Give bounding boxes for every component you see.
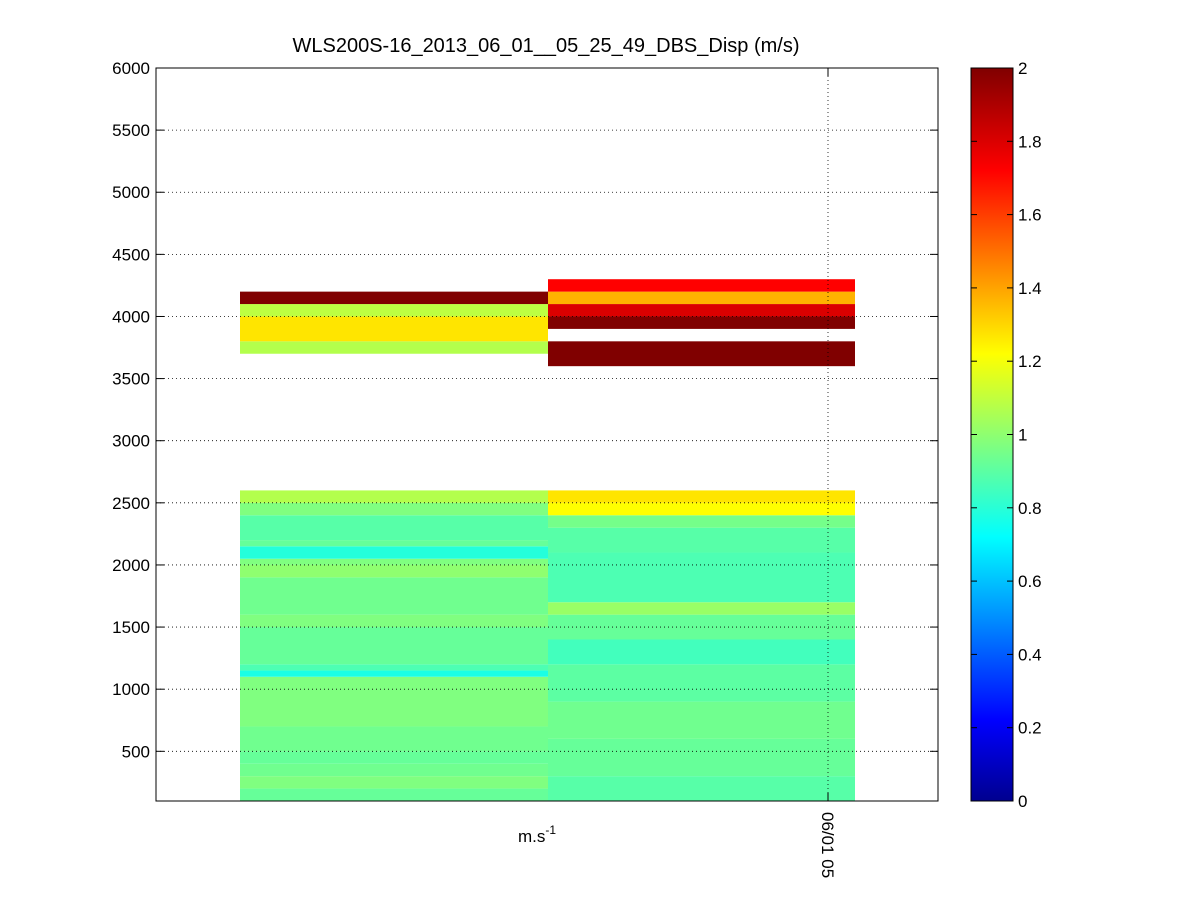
heatmap-cell — [240, 564, 548, 578]
y-tick-label: 2500 — [112, 494, 150, 513]
heatmap-cell — [240, 540, 548, 547]
heatmap-cell — [548, 639, 855, 665]
heatmap-cell — [548, 304, 855, 317]
heatmap-cell — [240, 546, 548, 559]
y-tick-label: 5500 — [112, 121, 150, 140]
heatmap-cell — [548, 701, 855, 739]
heatmap-cell — [240, 763, 548, 777]
x-axis-label-exponent: -1 — [545, 823, 556, 837]
y-tick-label: 500 — [122, 742, 150, 761]
y-tick-label: 6000 — [112, 59, 150, 78]
y-tick-label: 4000 — [112, 307, 150, 326]
colorbar-tick-label: 0.2 — [1018, 719, 1042, 738]
colorbar-tick-label: 0.6 — [1018, 572, 1042, 591]
heatmap-cell — [548, 515, 855, 528]
heatmap-cell — [240, 502, 548, 516]
colorbar-tick-label: 1.6 — [1018, 206, 1042, 225]
heatmap-cell — [548, 664, 855, 702]
y-tick-label: 3500 — [112, 370, 150, 389]
heatmap-cell — [548, 502, 855, 516]
x-axis: 06/01 05 m.s-1 — [518, 68, 837, 878]
heatmap-cell — [240, 670, 548, 677]
heatmap-cell — [548, 279, 855, 292]
heatmap-cell — [240, 676, 548, 727]
heatmap-cell — [240, 726, 548, 752]
plot-area: 500 1000 1500 2000 2500 3000 3500 4000 4500 5000 5… — [112, 59, 939, 878]
heatmap-cell — [548, 602, 855, 615]
y-tick-label: 1000 — [112, 680, 150, 699]
heatmap-cell — [240, 515, 548, 541]
colorbar-tick-label: 1.8 — [1018, 132, 1042, 151]
heatmap-cell — [240, 788, 548, 801]
heatmap-cell — [548, 776, 855, 801]
heatmap-cell — [240, 627, 548, 665]
colorbar-tick-label: 0.4 — [1018, 645, 1042, 664]
chart-title: WLS200S-16_2013_06_01__05_25_49_DBS_Disp… — [292, 35, 799, 57]
heatmap-cell — [240, 614, 548, 628]
y-tick-label: 3000 — [112, 432, 150, 451]
colorbar-tick-label: 1.2 — [1018, 352, 1042, 371]
heatmap-cell — [240, 291, 548, 305]
colorbar-tick-label: 2 — [1018, 59, 1027, 78]
heatmap-cell — [240, 577, 548, 615]
colorbar-tick-label: 1 — [1018, 426, 1027, 445]
colorbar-gradient — [970, 67, 1014, 802]
y-tick-label: 1500 — [112, 618, 150, 637]
x-tick-label: 06/01 05 — [818, 812, 837, 878]
colorbar-tick-label: 0 — [1018, 792, 1027, 811]
heatmap-cell — [240, 490, 548, 503]
heatmap-cell — [548, 316, 855, 329]
x-axis-label-base: m.s — [518, 827, 545, 846]
colorbar-ticks: 0 0.2 0.4 0.6 0.8 1 1.2 1.4 1.6 1.8 2 — [971, 59, 1042, 811]
heatmap-cell — [240, 341, 548, 354]
y-tick-label: 5000 — [112, 183, 150, 202]
heatmap-cell — [240, 664, 548, 671]
colorbar-tick-label: 0.8 — [1018, 499, 1042, 518]
colorbar-tick-label: 1.4 — [1018, 279, 1042, 298]
y-tick-label: 4500 — [112, 245, 150, 264]
colorbar: 0 0.2 0.4 0.6 0.8 1 1.2 1.4 1.6 1.8 2 — [970, 59, 1042, 811]
heatmap-cell — [548, 552, 855, 603]
heatmap-cell — [548, 291, 855, 305]
heatmap-cell — [548, 527, 855, 553]
heatmap-cell — [240, 751, 548, 764]
plot-frame — [155, 67, 939, 802]
heatmap-cell — [548, 490, 855, 503]
heatmap-cell — [240, 304, 548, 317]
heatmap-cell — [548, 341, 855, 367]
heatmap-cells — [240, 279, 855, 801]
y-tick-label: 2000 — [112, 556, 150, 575]
heatmap-cell — [548, 614, 855, 640]
heatmap-cell — [240, 558, 548, 565]
heatmap-cell — [240, 776, 548, 789]
heatmap-cell — [240, 316, 548, 342]
x-axis-label: m.s-1 — [518, 823, 556, 846]
y-axis: 500 1000 1500 2000 2500 3000 3500 4000 4500 5000 5… — [112, 59, 938, 761]
heatmap-cell — [548, 738, 855, 777]
